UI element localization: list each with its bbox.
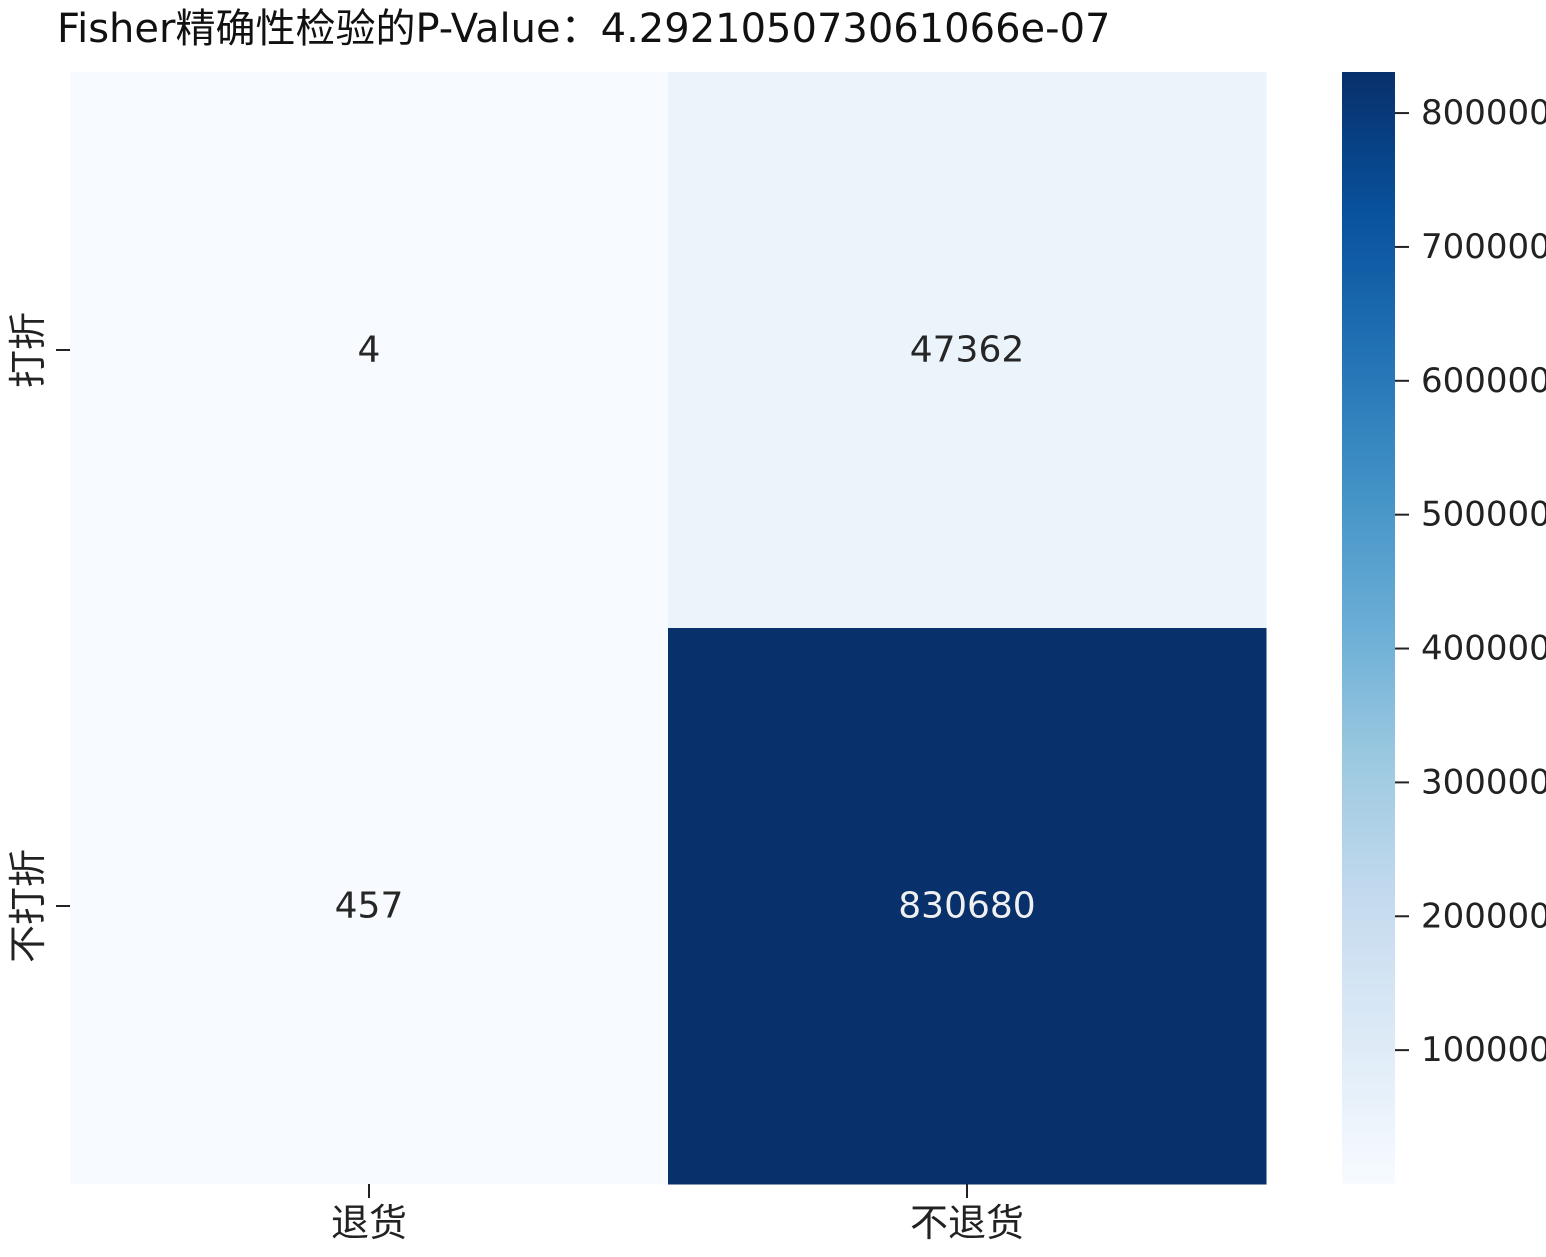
chart-title: Fisher精确性检验的P-Value：4.292105073061066e-0… [57, 6, 1110, 52]
cell-value-label: 47362 [910, 330, 1025, 371]
heatmap-cell [668, 628, 1267, 1185]
heatmap-cell [70, 628, 669, 1185]
heatmap-cell [70, 72, 669, 629]
colorbar-tick-label: 700000 [1421, 227, 1546, 267]
cell-annotations: 4 47362 457 830680 [335, 330, 1036, 927]
colorbar-gradient [1342, 72, 1395, 1184]
x-tick-label: 退货 [331, 1201, 407, 1245]
heatmap-cells [70, 72, 1267, 1185]
colorbar-tick-label: 100000 [1421, 1030, 1546, 1070]
cell-value-label: 4 [358, 330, 381, 371]
colorbar-tick-label: 400000 [1421, 629, 1546, 669]
heatmap-cell [668, 72, 1267, 629]
x-axis: 退货 不退货 [331, 1184, 1024, 1245]
colorbar-tick-label: 300000 [1421, 762, 1546, 802]
x-tick-label: 不退货 [910, 1201, 1024, 1245]
colorbar-tick-label: 600000 [1421, 361, 1546, 401]
colorbar-tick-label: 200000 [1421, 896, 1546, 936]
colorbar-tick-label: 800000 [1421, 93, 1546, 133]
colorbar-tick-label: 500000 [1421, 495, 1546, 535]
cell-value-label: 830680 [898, 886, 1035, 927]
colorbar: 100000 200000 300000 400000 500000 600000 7000… [1342, 72, 1546, 1184]
y-tick-label: 不打折 [6, 849, 50, 963]
cell-value-label: 457 [335, 886, 404, 927]
y-tick-label: 打折 [6, 312, 50, 388]
